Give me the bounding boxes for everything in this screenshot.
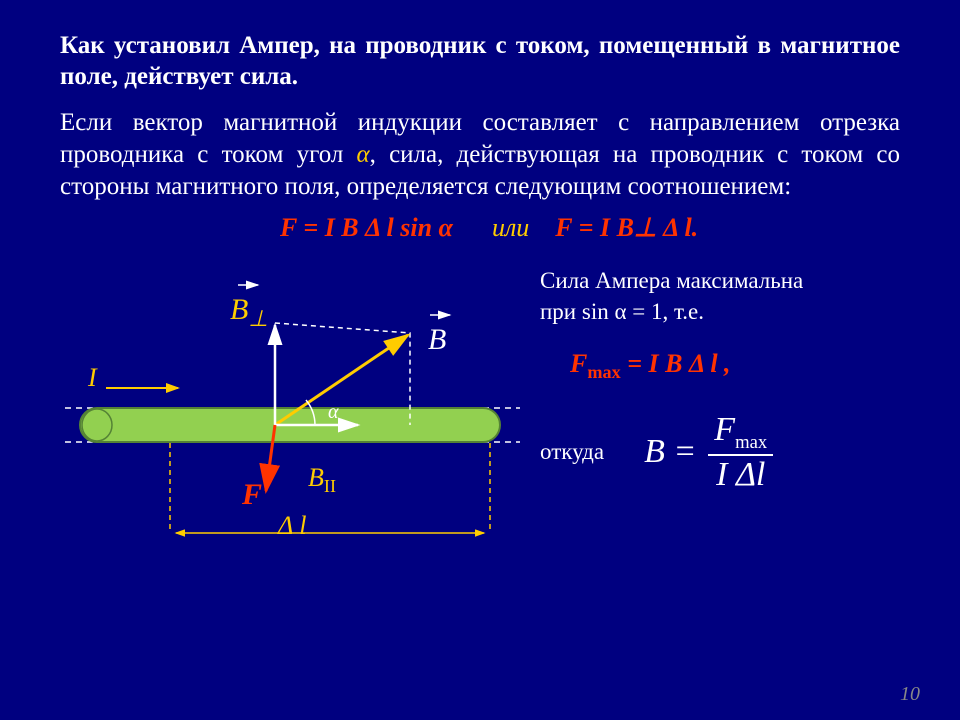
formula-left: F = I B Δ l sin α — [280, 213, 453, 242]
diagram-svg — [60, 253, 530, 553]
formula-right: F = I B⊥ Δ l. — [555, 213, 698, 242]
ampere-max-a: Сила Ампера максимальна — [540, 268, 803, 293]
paragraph-1: Как установил Ампер, на проводник с токо… — [60, 30, 900, 93]
ampere-max-b: при sin α = 1, т.е. — [540, 299, 704, 324]
frac-num: Fmax — [708, 411, 773, 456]
frac-den: I Δl — [710, 456, 771, 494]
formula-row: F = I B Δ l sin α или F = I B⊥ Δ l. — [280, 213, 900, 243]
para2-alpha: α — [357, 141, 370, 168]
label-alpha: α — [328, 401, 339, 424]
page-number: 10 — [900, 683, 920, 706]
b-equals-fraction: B = Fmax I Δl — [644, 411, 773, 494]
label-I: I — [88, 363, 97, 393]
diagram: I B⊥ B BII F Δ l α — [60, 253, 530, 553]
label-B-perp: B⊥ — [230, 293, 268, 332]
frac-lhs: B = — [644, 433, 696, 471]
label-B-parallel: BII — [308, 463, 336, 497]
ampere-max-text: Сила Ампера максимальна при sin α = 1, т… — [540, 265, 900, 327]
formula-or: или — [492, 213, 529, 242]
paragraph-2: Если вектор магнитной индукции составляе… — [60, 107, 900, 203]
label-F: F — [242, 478, 262, 512]
whence-text: откуда — [540, 439, 604, 465]
label-delta-l: Δ l — [278, 511, 307, 541]
fmax-formula: Fmax = I B Δ l , — [570, 349, 900, 383]
label-B: B — [428, 323, 446, 357]
